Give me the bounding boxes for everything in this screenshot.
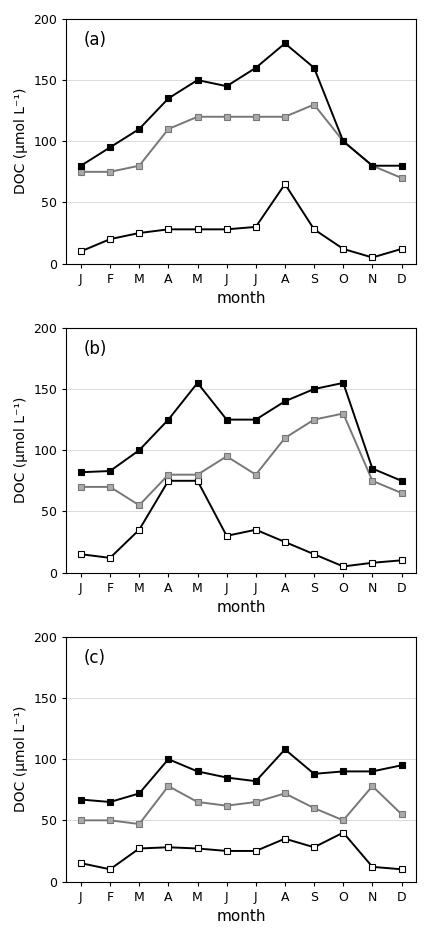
Y-axis label: DOC (μmol L⁻¹): DOC (μmol L⁻¹) [14,397,28,504]
Y-axis label: DOC (μmol L⁻¹): DOC (μmol L⁻¹) [14,88,28,194]
Text: (b): (b) [84,340,107,358]
Y-axis label: DOC (μmol L⁻¹): DOC (μmol L⁻¹) [14,706,28,812]
X-axis label: month: month [216,600,266,615]
Text: (a): (a) [84,31,107,49]
X-axis label: month: month [216,909,266,924]
Text: (c): (c) [84,649,106,667]
X-axis label: month: month [216,291,266,306]
